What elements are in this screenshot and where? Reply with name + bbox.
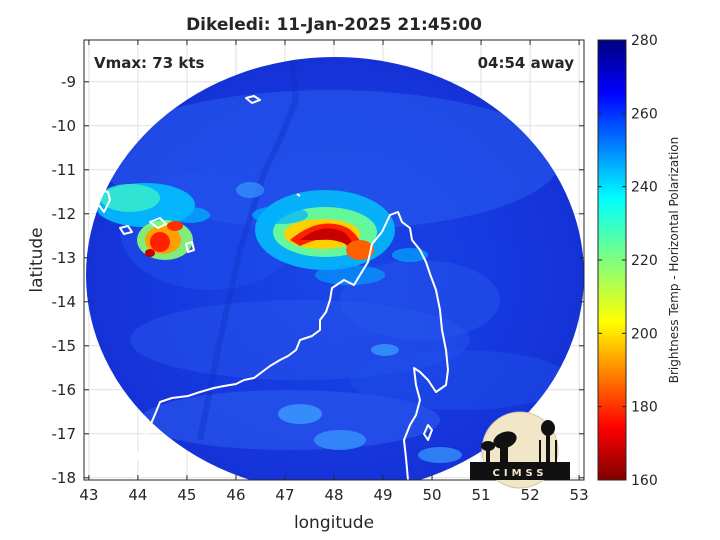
chart-title: Dikeledi: 11-Jan-2025 21:45:00: [186, 15, 482, 35]
x-tick-label: 50: [422, 486, 441, 504]
y-tick-label: -9: [61, 73, 76, 91]
y-tick-label: -16: [52, 381, 77, 399]
colorbar-tick-label: 260: [631, 106, 658, 122]
y-tick-label: -10: [52, 117, 77, 135]
colorbar-tick-label: 240: [631, 180, 658, 196]
colorbar: [597, 39, 627, 481]
colorbar-tick-label: 160: [631, 473, 658, 489]
y-axis: -9 -10 -11 -12 -13 -14 -15 -16 -17 -18: [52, 73, 584, 487]
cimss-logo: CIMSS: [470, 411, 570, 489]
y-tick-label: -14: [52, 293, 77, 311]
time-away-label: 04:54 away: [478, 54, 575, 72]
y-tick-label: -11: [52, 161, 77, 179]
colorbar-tick-label: 180: [631, 400, 658, 416]
x-tick-label: 45: [177, 486, 196, 504]
x-tick-label: 51: [472, 486, 491, 504]
x-axis-label: longitude: [294, 513, 374, 533]
y-tick-label: -13: [52, 249, 77, 267]
x-tick-label: 48: [324, 486, 343, 504]
x-tick-label: 52: [521, 486, 540, 504]
x-tick-label: 46: [226, 486, 245, 504]
vmax-label: Vmax: 73 kts: [94, 54, 204, 72]
x-tick-label: 47: [275, 486, 294, 504]
colorbar-label: Brightness Temp - Horizontal Polarizatio…: [667, 137, 681, 384]
coastline: [97, 95, 449, 480]
y-tick-label: -12: [52, 205, 77, 223]
colorbar-tick-label: 200: [631, 326, 658, 342]
x-tick-label: 44: [128, 486, 147, 504]
x-tick-label: 43: [79, 486, 98, 504]
colorbar-ticks: 280 260 240 220 200 180 160: [598, 33, 658, 489]
colorbar-tick-label: 280: [631, 33, 658, 49]
logo-text: CIMSS: [493, 468, 548, 479]
colorbar-tick-label: 220: [631, 253, 658, 269]
brightness-temperature-swath: [86, 57, 584, 480]
y-tick-label: -15: [52, 337, 77, 355]
x-tick-label: 49: [373, 486, 392, 504]
y-tick-label: -17: [52, 425, 77, 443]
y-axis-label: latitude: [27, 227, 47, 292]
x-tick-label: 53: [570, 486, 589, 504]
y-tick-label: -18: [52, 469, 77, 487]
